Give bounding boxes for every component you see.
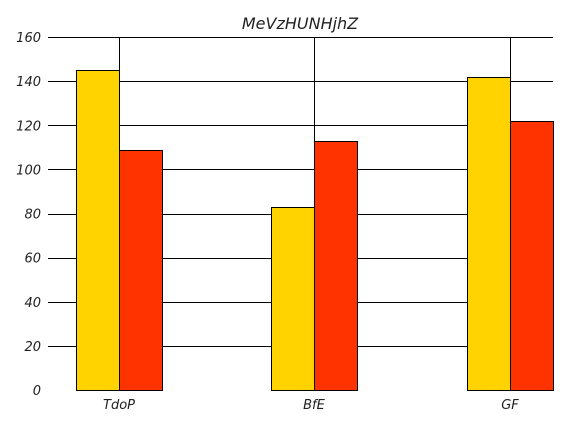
bar-series-1-bfe (271, 207, 315, 391)
y-tick-label: 40 (24, 296, 41, 311)
y-tick-label: 80 (24, 208, 41, 223)
y-tick-label: 20 (24, 340, 41, 355)
bar-series-2-gf (510, 121, 554, 391)
y-tick-label: 160 (16, 31, 41, 46)
x-axis-ticks: TdoP BfE GF (103, 398, 519, 413)
y-tick-label: 60 (24, 252, 41, 267)
y-tick-label: 100 (16, 163, 41, 178)
bar-series-2-tdop (119, 150, 163, 391)
y-tick-label: 120 (16, 119, 41, 134)
y-tick-label: 0 (33, 384, 41, 399)
bar-series-2-bfe (314, 141, 358, 391)
chart-title: MeVzHUNHjhZ (242, 14, 359, 33)
bars (76, 70, 554, 391)
x-tick-label: GF (501, 398, 519, 413)
x-tick-label: TdoP (103, 398, 135, 413)
y-axis-ticks: 0 20 40 60 80 100 120 140 160 (16, 31, 41, 399)
bar-series-1-gf (467, 77, 511, 391)
y-tick-label: 140 (16, 75, 41, 90)
bar-series-1-tdop (76, 70, 120, 391)
x-tick-label: BfE (303, 398, 325, 413)
